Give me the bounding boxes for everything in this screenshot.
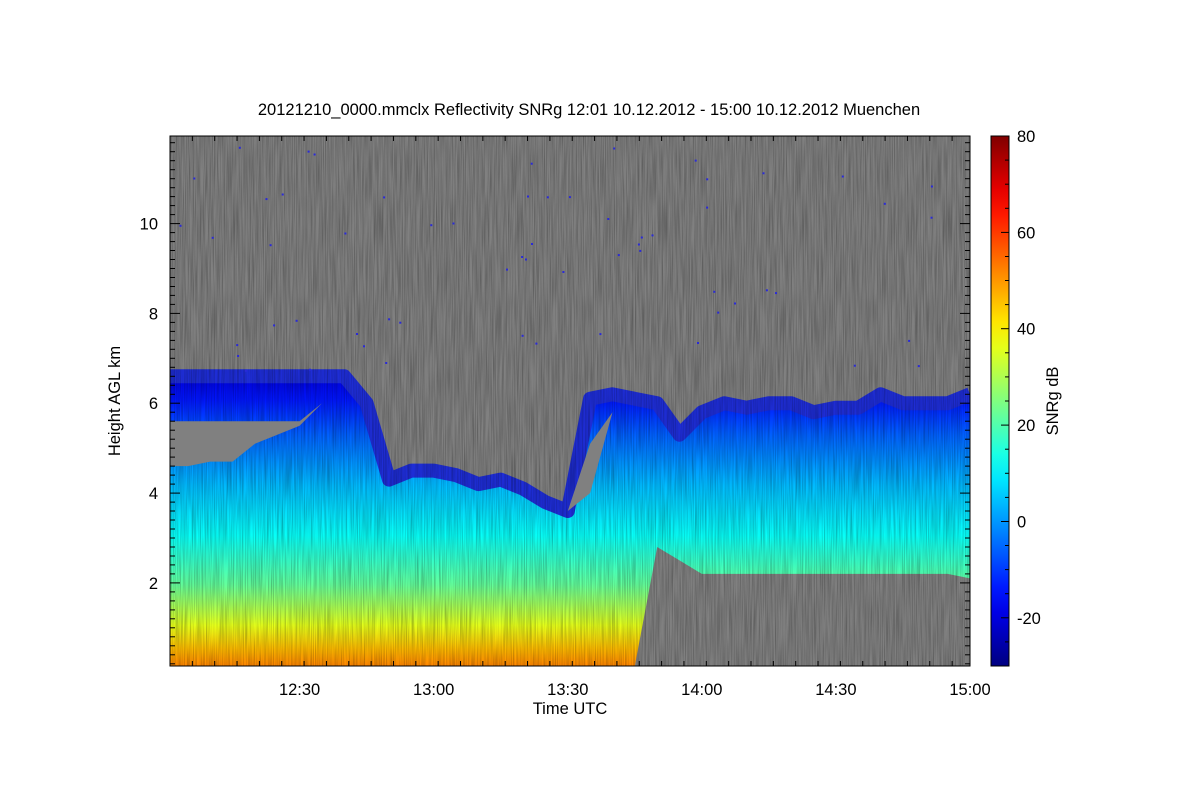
noise-dot: [607, 218, 610, 220]
colorbar-tick-label: 80: [1017, 128, 1035, 146]
noise-dot: [363, 345, 365, 348]
noise-dot: [521, 334, 524, 337]
noise-dot: [399, 321, 402, 324]
y-tick-label: 8: [149, 305, 158, 323]
colorbar-tick-label: -20: [1017, 610, 1041, 628]
noise-dot: [295, 319, 298, 322]
noise-dot: [617, 254, 620, 257]
noise-dot: [211, 236, 214, 239]
noise-dot: [706, 178, 709, 181]
noise-dot: [917, 365, 920, 368]
noise-dot: [639, 249, 642, 252]
noise-dot: [841, 175, 844, 178]
x-tick-label: 14:30: [815, 681, 856, 699]
noise-dot: [694, 159, 697, 162]
noise-dot: [637, 243, 640, 246]
noise-dot: [562, 271, 565, 273]
y-tick-label: 10: [140, 216, 158, 234]
plot-frame: [169, 135, 971, 667]
y-axis: 2 4 6 8 10: [140, 142, 970, 665]
colorbar-tick-label: 40: [1017, 321, 1035, 339]
x-tick-label: 14:00: [681, 681, 722, 699]
noise-dot: [281, 193, 284, 196]
noise-dot: [546, 196, 549, 199]
noise-dot: [651, 234, 654, 237]
noise-dot: [344, 232, 347, 235]
x-axis-label: Time UTC: [533, 700, 608, 718]
y-tick-label: 4: [149, 485, 158, 503]
noise-dot: [613, 147, 616, 150]
noise-dot: [385, 362, 388, 364]
x-axis: 12:30 13:00 13:30 14:00 14:30 15:00: [169, 136, 991, 699]
colorbar-tick-label: 0: [1017, 514, 1026, 532]
noise-dot: [853, 364, 856, 367]
x-tick-label: 15:00: [949, 681, 990, 699]
noise-dot: [640, 236, 643, 239]
noise-speckle: [179, 146, 933, 372]
noise-dot: [568, 196, 571, 199]
noise-dot: [527, 195, 529, 198]
noise-dot: [525, 258, 527, 261]
noise-dot: [273, 324, 276, 327]
noise-dot: [193, 177, 196, 180]
x-tick-label: 12:30: [279, 681, 320, 699]
noise-dot: [236, 344, 239, 347]
colorbar-label: SNRg dB: [1044, 367, 1062, 436]
colorbar-tick-label: 60: [1017, 224, 1035, 242]
noise-dot: [930, 185, 933, 188]
colorbar: -20 0 20 40 60 80 SNRg dB: [990, 128, 1062, 667]
noise-dot: [775, 292, 777, 295]
noise-dot: [530, 162, 533, 165]
noise-dot: [908, 339, 911, 342]
noise-dot: [388, 318, 391, 321]
streak-texture: [170, 136, 970, 666]
noise-dot: [244, 369, 247, 372]
noise-dot: [383, 196, 386, 199]
noise-dot: [452, 222, 455, 225]
noise-dot: [265, 198, 268, 201]
noise-dot: [179, 224, 182, 227]
plot-area: [169, 135, 971, 667]
y-tick-label: 2: [149, 575, 158, 593]
noise-dot: [713, 290, 716, 293]
chart-title: 20121210_0000.mmclx Reflectivity SNRg 12…: [258, 101, 920, 119]
x-tick-label: 13:30: [547, 681, 588, 699]
noise-dot: [930, 216, 933, 219]
y-axis-label: Height AGL km: [106, 346, 124, 456]
noise-dot: [599, 333, 602, 336]
y-tick-label: 6: [149, 395, 158, 413]
noise-dot: [506, 268, 508, 271]
noise-dot: [430, 224, 433, 227]
noise-dot: [717, 311, 720, 314]
reflectivity-field: [170, 136, 970, 666]
noise-dot: [734, 302, 736, 305]
noise-dot: [697, 342, 699, 344]
noise-dot: [307, 150, 310, 153]
noise-dot: [535, 342, 538, 345]
noise-dot: [706, 206, 709, 209]
noise-dot: [313, 153, 316, 156]
noise-dot: [762, 172, 765, 175]
x-tick-label: 13:00: [413, 681, 454, 699]
noise-dot: [356, 333, 358, 335]
colorbar-ticks: -20 0 20 40 60 80: [1001, 128, 1041, 667]
colorbar-tick-label: 20: [1017, 417, 1035, 435]
noise-dot: [531, 243, 533, 245]
noise-dot: [269, 244, 272, 247]
noise-dot: [521, 256, 524, 258]
noise-dot: [238, 146, 241, 149]
noise-dot: [883, 202, 886, 205]
noise-dot: [237, 355, 240, 357]
noise-dot: [765, 289, 768, 292]
noise-dot: [308, 368, 311, 371]
